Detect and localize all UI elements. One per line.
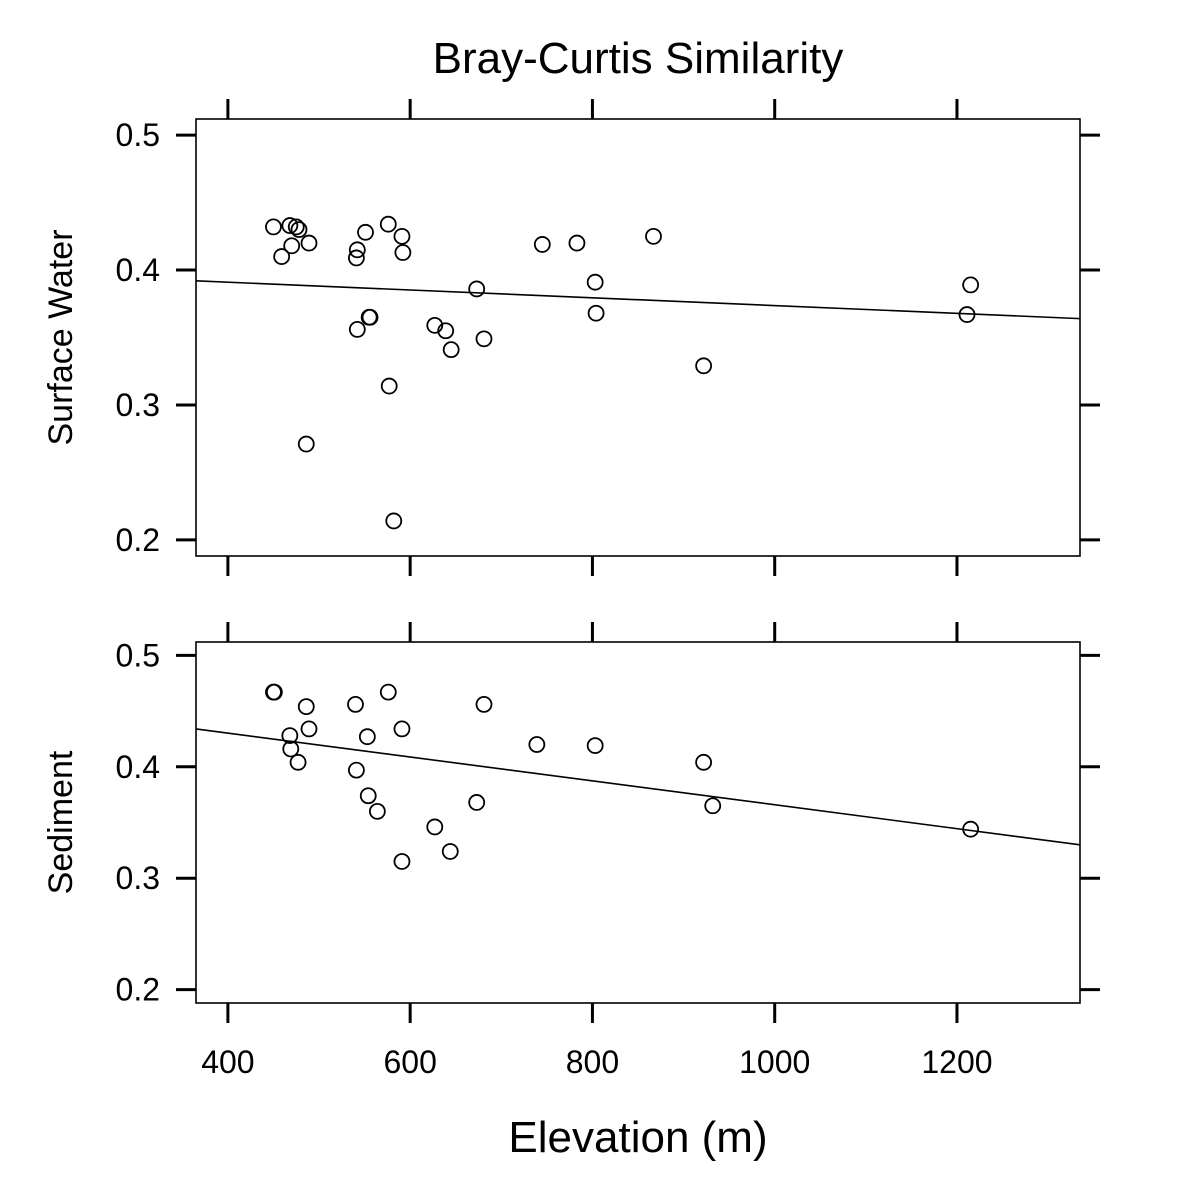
data-point — [426, 316, 444, 334]
data-point — [704, 797, 722, 815]
data-point — [528, 736, 546, 753]
data-point — [379, 683, 397, 701]
y-tick-label: 0.2 — [116, 522, 160, 558]
data-point — [282, 740, 300, 758]
data-point — [300, 234, 318, 252]
data-point — [441, 843, 459, 860]
data-point — [958, 306, 976, 323]
data-point — [265, 218, 282, 236]
data-point — [568, 234, 586, 252]
data-point — [533, 236, 551, 253]
data-point — [281, 217, 299, 234]
y-tick-label: 0.4 — [116, 252, 160, 288]
data-point — [962, 820, 980, 838]
data-point — [468, 280, 486, 298]
data-point — [393, 853, 411, 870]
y-tick-label: 0.5 — [116, 117, 160, 153]
chart-title: Bray-Curtis Similarity — [433, 34, 844, 83]
data-point — [394, 244, 412, 261]
x-axis-label: Elevation (m) — [508, 1113, 767, 1162]
y-tick-label: 0.3 — [116, 860, 160, 896]
data-point — [358, 728, 376, 746]
trend-line-top — [195, 280, 1081, 320]
data-point — [437, 322, 455, 340]
panel-frame-bottom — [195, 641, 1081, 1004]
data-point — [385, 512, 403, 530]
data-point — [290, 221, 308, 238]
data-point — [587, 304, 605, 322]
data-point — [348, 321, 366, 338]
data-point — [347, 249, 365, 267]
data-point — [289, 753, 307, 771]
data-point — [281, 727, 299, 744]
data-point — [359, 787, 377, 805]
data-point — [426, 818, 444, 836]
y-tick-label: 0.2 — [116, 972, 160, 1008]
data-point — [468, 794, 486, 811]
data-point — [586, 273, 604, 291]
y-tick-label: 0.4 — [116, 749, 160, 785]
y-axis-label-top: Surface Water — [42, 229, 80, 445]
data-point — [695, 357, 713, 375]
data-point — [361, 308, 379, 326]
data-point — [475, 330, 493, 348]
data-point — [442, 341, 460, 359]
panel-frame-top — [195, 118, 1081, 557]
data-point — [379, 215, 397, 233]
data-point — [287, 218, 305, 236]
data-point — [348, 241, 366, 259]
data-point — [347, 695, 364, 713]
data-point — [357, 223, 374, 241]
data-point — [962, 276, 980, 294]
x-tick-label: 1200 — [921, 1044, 992, 1080]
x-tick-label: 400 — [201, 1044, 254, 1080]
data-point — [368, 802, 386, 820]
data-point — [695, 753, 713, 771]
y-axis-label-bottom: Sediment — [42, 750, 80, 894]
data-point — [393, 227, 411, 245]
data-point — [393, 720, 411, 738]
x-tick-label: 800 — [566, 1044, 619, 1080]
data-point — [645, 227, 662, 245]
data-point — [297, 698, 315, 716]
data-point — [300, 720, 318, 738]
data-point — [283, 237, 301, 255]
data-point — [273, 248, 291, 265]
data-point — [265, 683, 283, 701]
data-point — [347, 761, 365, 779]
data-point — [297, 435, 315, 453]
data-point — [475, 695, 493, 713]
data-point — [586, 737, 604, 755]
x-tick-label: 1000 — [739, 1044, 810, 1080]
trend-line-bottom — [195, 728, 1081, 846]
y-tick-label: 0.3 — [116, 387, 160, 423]
data-point — [380, 377, 398, 395]
y-tick-label: 0.5 — [116, 637, 160, 673]
x-tick-label: 600 — [383, 1044, 436, 1080]
